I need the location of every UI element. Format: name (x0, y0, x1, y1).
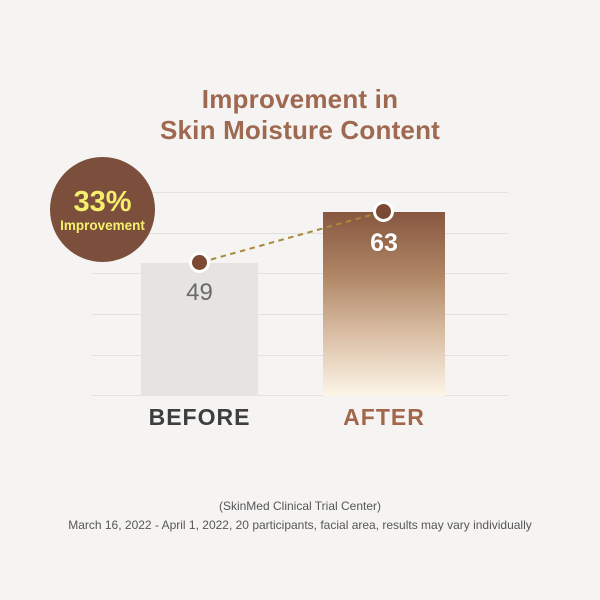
category-label-before: BEFORE (148, 404, 251, 430)
gridline (92, 233, 508, 234)
gridline (92, 192, 508, 193)
improvement-badge: 33% Improvement (50, 157, 155, 262)
footnote-source: (SkinMed Clinical Trial Center) (218, 499, 382, 513)
page-title-line2: Skin Moisture Content (159, 115, 441, 145)
improvement-label: Improvement (60, 217, 145, 233)
data-point-marker-before (189, 252, 210, 273)
category-label-after: AFTER (343, 404, 425, 430)
gridline (92, 355, 508, 356)
gridline (92, 314, 508, 315)
gridline (92, 273, 508, 274)
bar-before-value: 49 (186, 279, 213, 306)
data-point-marker-after (373, 201, 394, 222)
footnote-details: March 16, 2022 - April 1, 2022, 20 parti… (68, 518, 532, 532)
page-title-line1: Improvement in (201, 84, 399, 114)
bar-before: 49 (141, 263, 258, 396)
bar-after: 63 (323, 212, 445, 396)
bar-after-value: 63 (370, 229, 398, 257)
gridline (92, 395, 508, 396)
improvement-percent: 33% (73, 185, 132, 218)
page-title: Improvement in Skin Moisture Content (0, 84, 600, 146)
